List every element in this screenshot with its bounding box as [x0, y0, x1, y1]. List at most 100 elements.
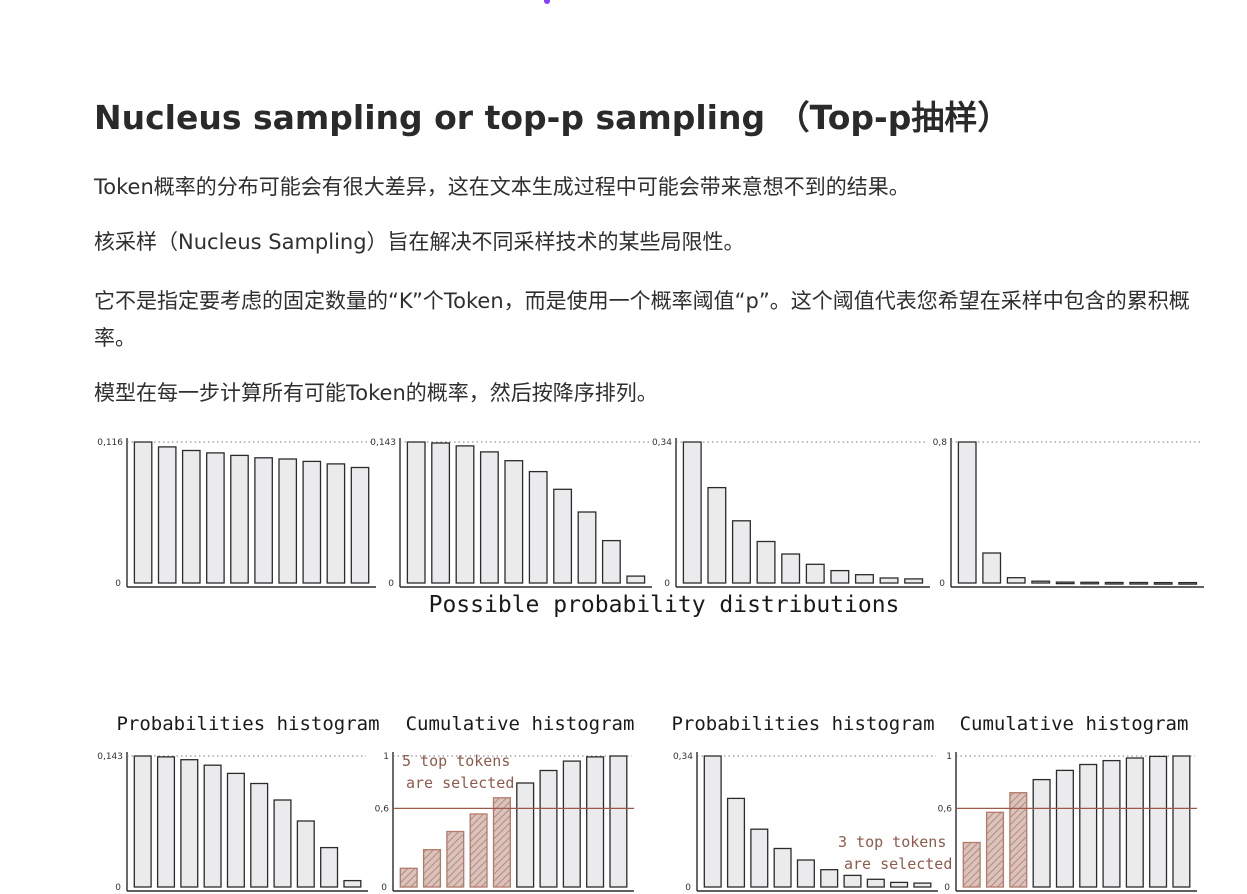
annotation-right-line1: 3 top tokens	[838, 833, 946, 851]
bar	[1032, 778, 1051, 888]
bar	[805, 563, 825, 584]
bar	[250, 782, 269, 888]
threshold-tick-label: 0,6	[938, 804, 953, 814]
annotation-left-line1: 5 top tokens	[402, 752, 510, 770]
chart-panel-5: 0,143 0	[97, 752, 368, 893]
ymax-tick-label: 0,116	[97, 438, 123, 448]
bar	[773, 847, 792, 888]
bar	[913, 882, 932, 888]
histogram-title-4: Cumulative histogram	[960, 713, 1189, 735]
bar	[203, 764, 222, 888]
chart-panel-4: 0,80	[933, 438, 1204, 589]
bar	[133, 755, 152, 888]
chart-panel-1: 0,116 0	[97, 438, 376, 589]
bar	[278, 458, 298, 584]
paragraph-threshold-p: 它不是指定要考虑的固定数量的“K”个Token，而是使用一个概率阈值“p”。这个…	[94, 289, 1190, 350]
bar	[866, 878, 885, 888]
annotation-right-line2: are selected	[844, 855, 952, 873]
chart-panel-6: 100,6	[375, 752, 634, 893]
ymax-tick-label: 0,34	[673, 752, 693, 762]
bar	[854, 574, 874, 584]
bar	[320, 846, 339, 888]
bar	[180, 759, 199, 888]
bar	[296, 820, 315, 888]
bar	[703, 755, 722, 888]
zero-tick-label: 0	[388, 579, 394, 589]
bar	[273, 799, 292, 888]
bar	[750, 828, 769, 888]
paragraph-sorted-probabilities: 模型在每一步计算所有可能Token的概率，然后按降序排列。	[94, 381, 658, 405]
bar	[1006, 577, 1026, 584]
ymax-tick-label: 0,34	[652, 438, 672, 448]
bar	[890, 881, 909, 888]
bar	[1031, 580, 1051, 584]
bar	[726, 797, 746, 888]
selected-bar	[985, 811, 1005, 888]
zero-tick-label: 0	[115, 883, 121, 893]
bar	[1102, 759, 1121, 888]
bar	[302, 460, 322, 584]
charts-layer: 0,11600,14300,3400,800,1430100,60,340100…	[97, 438, 1204, 893]
histogram-title-2: Cumulative histogram	[406, 713, 635, 735]
zero-tick-label: 0	[944, 883, 950, 893]
bar	[156, 756, 176, 888]
top-accent-mark	[544, 0, 550, 4]
bar	[562, 760, 581, 888]
bar	[343, 879, 362, 888]
bar	[1172, 755, 1191, 888]
ymax-tick-label: 1	[383, 752, 389, 762]
bar	[431, 442, 451, 584]
distributions-caption: Possible probability distributions	[429, 592, 900, 618]
selected-bar	[446, 830, 465, 888]
selected-bar	[1009, 792, 1028, 888]
bar	[1149, 755, 1168, 888]
zero-tick-label: 0	[664, 579, 670, 589]
bar	[226, 772, 245, 888]
zero-tick-label: 0	[381, 883, 387, 893]
bar	[553, 488, 573, 584]
ymax-tick-label: 0,143	[370, 438, 396, 448]
page-title: Nucleus sampling or top-p sampling （Top-…	[94, 98, 1011, 137]
bar	[577, 511, 597, 584]
histogram-title-3: Probabilities histogram	[671, 713, 934, 735]
sampling-figure: 0,11600,14300,3400,800,1430100,60,340100…	[97, 438, 1204, 893]
bar	[206, 452, 225, 584]
zero-tick-label: 0	[115, 579, 121, 589]
bar	[820, 869, 839, 888]
bar	[781, 553, 801, 584]
selected-bar	[399, 867, 418, 888]
bar	[1055, 581, 1075, 585]
bar	[904, 578, 924, 584]
bar	[1153, 581, 1173, 585]
selected-bar	[422, 849, 442, 888]
bar	[528, 470, 548, 584]
zero-tick-label: 0	[685, 883, 691, 893]
bar	[455, 445, 475, 584]
chart-panel-8: 100,6	[938, 752, 1197, 893]
chart-panel-3: 0,34 0	[652, 438, 930, 589]
bar	[1080, 581, 1100, 585]
annotation-left-line2: are selected	[406, 774, 514, 792]
bar	[1079, 763, 1098, 888]
selected-bar	[962, 841, 981, 888]
ymax-tick-label: 1	[946, 752, 952, 762]
bar	[957, 441, 977, 584]
bar	[1178, 581, 1198, 585]
bar	[601, 539, 621, 584]
bar	[479, 451, 499, 584]
bar	[1129, 581, 1149, 585]
bar	[181, 449, 201, 584]
bar	[326, 463, 346, 584]
paragraph-nucleus-intro: 核采样（Nucleus Sampling）旨在解决不同采样技术的某些局限性。	[94, 230, 745, 254]
bar	[157, 446, 177, 584]
bar	[350, 466, 370, 584]
bar	[879, 577, 899, 584]
bar	[731, 520, 751, 584]
bar	[504, 460, 524, 584]
bar	[586, 756, 605, 888]
bar	[516, 782, 535, 888]
paragraph-distribution-variance: Token概率的分布可能会有很大差异，这在文本生成过程中可能会带来意想不到的结果…	[94, 175, 910, 199]
bar	[682, 441, 702, 584]
bar	[406, 441, 426, 584]
bar	[982, 552, 1002, 584]
